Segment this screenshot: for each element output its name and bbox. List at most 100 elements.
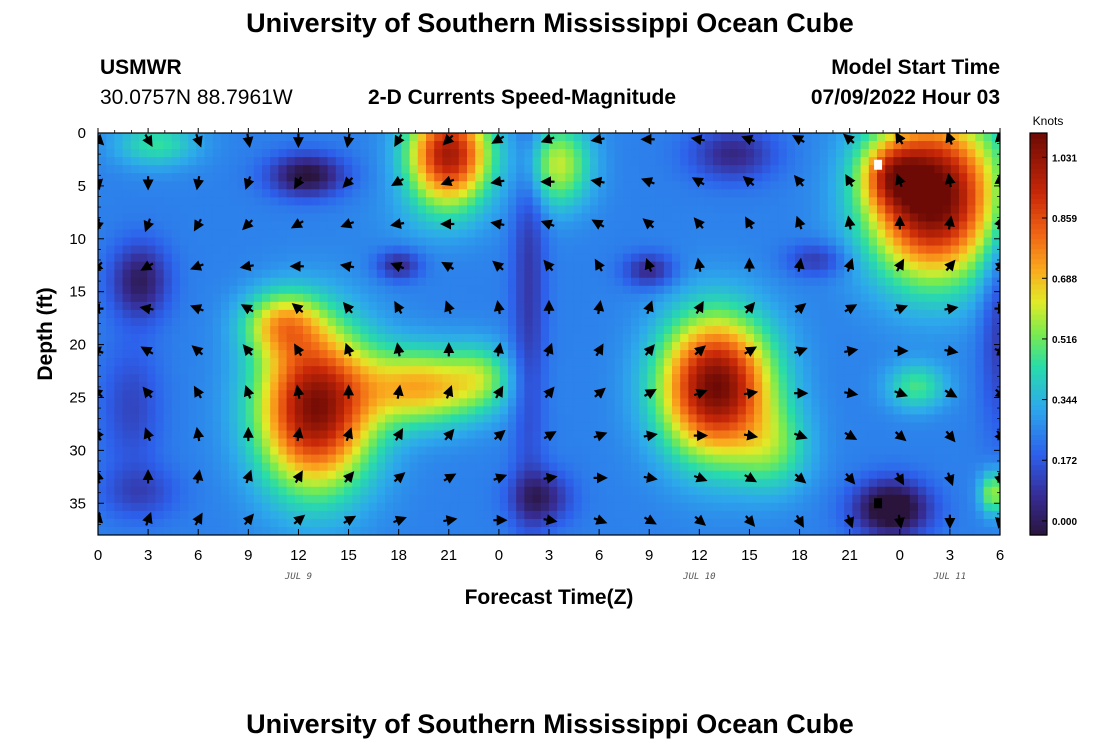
heatmap-cell (909, 197, 919, 206)
heatmap-cell (426, 494, 435, 504)
heatmap-cell (171, 325, 181, 335)
heatmap-cell (368, 261, 378, 271)
heatmap-cell (680, 430, 689, 440)
heatmap-cell (647, 422, 657, 432)
heatmap-cell (852, 358, 862, 367)
heatmap-cell (868, 317, 878, 327)
heatmap-cell (376, 213, 386, 223)
heatmap-cell (163, 502, 173, 512)
heatmap-cell (237, 277, 247, 287)
heatmap-cell (581, 462, 591, 472)
heatmap-cell (508, 165, 517, 174)
heatmap-cell (278, 269, 288, 279)
heatmap-cell (532, 173, 542, 182)
heatmap-cell (598, 502, 607, 512)
heatmap-cell (827, 157, 837, 166)
heatmap-cell (680, 358, 689, 367)
heatmap-cell (524, 382, 534, 391)
heatmap-cell (352, 165, 361, 174)
heatmap-cell (376, 414, 386, 424)
heatmap-cell (401, 406, 411, 415)
heatmap-cell (893, 374, 903, 383)
heatmap-cell (360, 277, 370, 287)
heatmap-cell (704, 446, 714, 456)
heatmap-cell (573, 317, 583, 327)
heatmap-cell (655, 293, 665, 303)
heatmap-cell (98, 293, 107, 303)
heatmap-cell (836, 157, 845, 166)
heatmap-cell (770, 350, 780, 359)
heatmap-cell (286, 422, 296, 432)
heatmap-cell (680, 462, 689, 472)
model-start-time: 07/09/2022 Hour 03 (810, 86, 1000, 109)
heatmap-cell (598, 510, 607, 520)
heatmap-cell (303, 478, 312, 488)
heatmap-cell (672, 454, 681, 464)
heatmap-cell (237, 430, 247, 440)
heatmap-cell (442, 406, 452, 415)
heatmap-cell (713, 141, 722, 150)
heatmap-cell (311, 502, 320, 512)
heatmap-cell (573, 518, 583, 528)
heatmap-cell (508, 430, 517, 440)
heatmap-cell (393, 350, 402, 359)
heatmap-cell (106, 350, 115, 359)
heatmap-cell (196, 422, 206, 432)
heatmap-cell (778, 253, 788, 263)
heatmap-cell (229, 157, 238, 166)
heatmap-cell (245, 358, 255, 367)
heatmap-cell (122, 366, 132, 375)
heatmap-cell (557, 462, 566, 472)
heatmap-cell (409, 213, 419, 223)
heatmap-cell (335, 237, 345, 247)
heatmap-cell (778, 390, 788, 399)
heatmap-cell (860, 334, 870, 343)
heatmap-cell (450, 245, 460, 255)
heatmap-cell (754, 334, 763, 343)
heatmap-cell (688, 285, 698, 295)
heatmap-cell (245, 422, 255, 432)
heatmap-cell (885, 334, 894, 343)
heatmap-cell (877, 438, 886, 448)
heatmap-cell (270, 398, 279, 407)
heatmap-cell (401, 197, 411, 206)
heatmap-cell (868, 366, 878, 375)
heatmap-cell (557, 486, 566, 496)
heatmap-cell (852, 518, 862, 528)
heatmap-cell (770, 269, 780, 279)
heatmap-cell (106, 197, 115, 206)
heatmap-cell (376, 374, 386, 383)
heatmap-cell (762, 253, 771, 263)
heatmap-cell (253, 229, 263, 239)
heatmap-cell (885, 470, 894, 480)
heatmap-cell (196, 141, 206, 150)
heatmap-cell (155, 285, 165, 295)
heatmap-cell (221, 197, 230, 206)
heatmap-cell (581, 478, 591, 488)
heatmap-cell (385, 253, 394, 263)
heatmap-cell (483, 478, 493, 488)
heatmap-cell (130, 189, 140, 198)
heatmap-cell (114, 430, 124, 440)
heatmap-cell (844, 334, 853, 343)
heatmap-cell (229, 454, 238, 464)
heatmap-cell (713, 213, 722, 223)
heatmap-cell (344, 422, 353, 432)
heatmap-cell (778, 510, 788, 520)
heatmap-cell (409, 390, 419, 399)
heatmap-cell (672, 277, 681, 287)
heatmap-cell (319, 157, 329, 166)
heatmap-cell (860, 237, 870, 247)
heatmap-cell (393, 406, 402, 415)
heatmap-cell (819, 309, 829, 319)
heatmap-cell (319, 526, 329, 535)
heatmap-cell (622, 518, 632, 528)
heatmap-cell (385, 237, 394, 247)
heatmap-cell (655, 221, 665, 231)
heatmap-cell (622, 414, 632, 424)
heatmap-cell (581, 277, 591, 287)
heatmap-cell (721, 510, 730, 520)
heatmap-cell (688, 253, 698, 263)
heatmap-cell (188, 277, 197, 287)
heatmap-cell (868, 486, 878, 496)
